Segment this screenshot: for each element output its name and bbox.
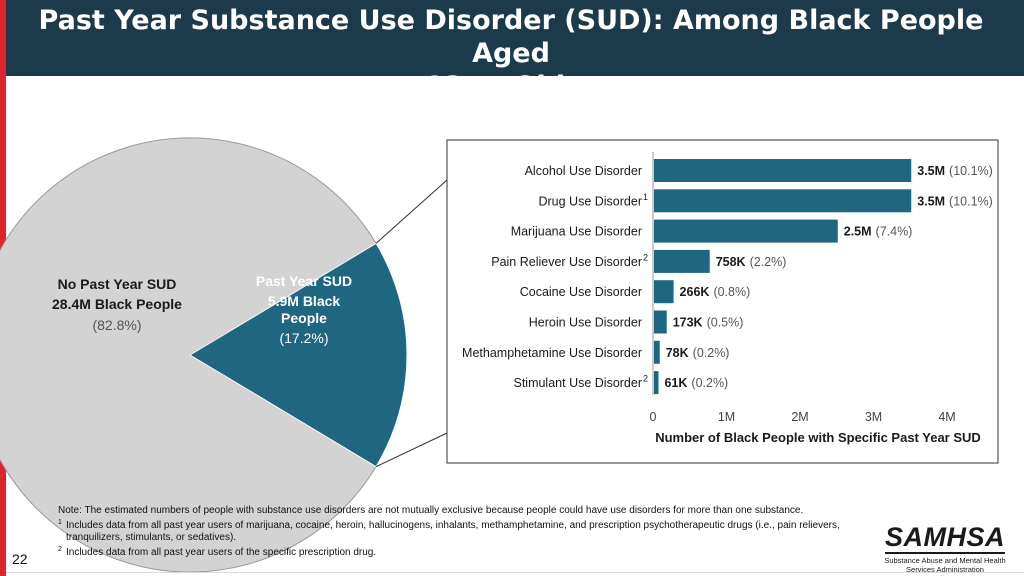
bar [654,159,912,182]
bar-percent: (0.2%) [691,376,728,390]
logo-subtitle: Substance Abuse and Mental Health Servic… [880,556,1010,574]
category-superscript: 2 [643,374,648,384]
bar-percent: (2.2%) [750,255,787,269]
bar-value-label: 3.5M (10.1%) [917,194,993,208]
pie-label-no-sud-line-1: No Past Year SUD [58,276,177,292]
footnote-2-mark: 2 [58,545,62,553]
note-text: Note: The estimated numbers of people wi… [58,505,804,516]
bar-value: 266K [680,285,710,299]
bottom-divider [6,572,1024,573]
logo-wordmark: SAMHSA [884,522,1005,552]
bar [654,280,674,304]
x-tick-label: 3M [865,410,882,424]
header-banner: Past Year Substance Use Disorder (SUD): … [6,0,1024,102]
bar-percent: (7.4%) [876,225,913,239]
bar-value: 78K [666,346,689,360]
category-label: Stimulant Use Disorder [513,376,642,390]
title-line-2: 12 or Older [425,71,597,102]
bar [654,340,660,364]
pie-label-no-sud-percent: (82.8%) [92,317,141,333]
page-title: Past Year Substance Use Disorder (SUD): … [6,4,1016,103]
pie-label-sud-percent: (17.2%) [279,330,328,346]
bar [654,310,667,334]
footnote-1-text: Includes data from all past year users o… [66,519,840,544]
bar-value: 61K [664,376,687,390]
bar [654,219,838,243]
x-tick-label: 2M [791,410,808,424]
category-label: Marijuana Use Disorder [511,225,642,239]
pie-label-sud-line-3: People [281,310,327,326]
category-label: Alcohol Use Disorder [525,164,642,178]
pie-slice-sud [189,242,408,468]
category-label: Methamphetamine Use Disorder [462,346,642,360]
category-superscript: 1 [643,192,648,202]
footnote-1: 1 Includes data from all past year users … [58,518,858,545]
pie-label-no-sud-line-2: 28.4M Black People [52,296,182,312]
bar-percent: (0.8%) [713,285,750,299]
page-number: 22 [12,551,28,567]
bar-percent: (10.1%) [949,194,993,208]
title-line-1: Past Year Substance Use Disorder (SUD): … [38,5,984,69]
bar [654,189,912,213]
bar-value: 758K [716,255,746,269]
notes-section: Note: The estimated numbers of people wi… [58,505,858,561]
pie-slice-no-sud [0,137,377,573]
logo-subtitle-line-2: Services Administration [906,565,984,574]
bar-value: 3.5M [917,164,945,178]
pie-label-sud-line-1: Past Year SUD [256,273,352,289]
connector-line-top [375,179,448,244]
bar-value: 2.5M [844,225,872,239]
x-tick-label: 1M [718,410,735,424]
bar-value-label: 266K (0.8%) [680,285,751,299]
logo-divider [885,552,1005,554]
x-axis-label: Number of Black People with Specific Pas… [655,430,981,445]
category-superscript: 2 [643,252,648,262]
bar-percent: (0.5%) [707,316,744,330]
samhsa-logo: SAMHSA Substance Abuse and Mental Health… [880,523,1010,574]
category-label: Heroin Use Disorder [529,316,642,330]
logo-subtitle-line-1: Substance Abuse and Mental Health [884,556,1006,565]
footnote-1-mark: 1 [58,518,62,526]
bar-value-label: 2.5M (7.4%) [844,225,913,239]
x-tick-label: 0 [650,410,657,424]
bar-value-label: 758K (2.2%) [716,255,787,269]
bar-value-label: 61K (0.2%) [664,376,728,390]
bar-percent: (10.1%) [949,164,993,178]
bar [654,249,710,273]
category-label: Cocaine Use Disorder [520,285,642,299]
bar-value-label: 3.5M (10.1%) [917,164,993,178]
bar-value-label: 78K (0.2%) [666,346,730,360]
category-label: Pain Reliever Use Disorder [491,255,642,269]
bar-value: 173K [673,316,703,330]
bar-value: 3.5M [917,194,945,208]
x-tick-label: 4M [938,410,955,424]
bar-percent: (0.2%) [693,346,730,360]
pie-label-sud-line-2: 5.9M Black [268,293,341,309]
connector-line-bottom [375,432,448,468]
bar [654,371,659,395]
category-label: Drug Use Disorder [538,194,642,208]
footnote-2-text: Includes data from all past year users o… [66,546,377,558]
bar-value-label: 173K (0.5%) [673,316,744,330]
footnote-2: 2 Includes data from all past year users … [58,545,858,560]
